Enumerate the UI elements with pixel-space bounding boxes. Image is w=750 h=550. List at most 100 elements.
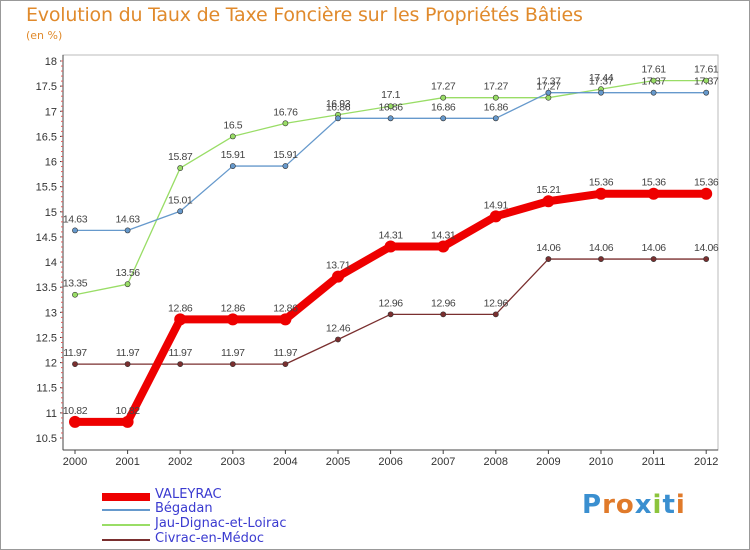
- data-label-b-gadan: 16.86: [378, 101, 403, 113]
- point-b-gadan: [282, 163, 289, 169]
- y-tick-label: 11.5: [36, 383, 57, 395]
- data-label-jau-dignac-et-loirac: 13.56: [115, 267, 140, 279]
- logo-letter: o: [615, 490, 635, 520]
- logo-letter: t: [662, 490, 676, 520]
- point-civrac-en-m-doc: [703, 256, 710, 262]
- data-label-valeyrac: 14.31: [378, 229, 403, 241]
- point-b-gadan: [72, 227, 78, 234]
- logo-letter: i: [675, 490, 686, 520]
- x-tick-label: 2000: [63, 456, 87, 468]
- x-tick-label: 2009: [536, 456, 560, 468]
- data-label-b-gadan: 17.37: [589, 76, 614, 88]
- point-valeyrac: [489, 210, 502, 223]
- point-valeyrac: [384, 240, 397, 253]
- data-label-jau-dignac-et-loirac: 16.5: [223, 119, 242, 131]
- data-label-jau-dignac-et-loirac: 15.87: [168, 151, 193, 163]
- point-jau-dignac-et-loirac: [650, 77, 657, 84]
- point-b-gadan: [545, 89, 552, 96]
- data-label-civrac-en-m-doc: 14.06: [694, 242, 719, 254]
- point-jau-dignac-et-loirac: [124, 281, 131, 288]
- data-label-valeyrac: 14.91: [484, 199, 509, 211]
- data-label-valeyrac: 15.21: [536, 184, 561, 196]
- logo-letter: i: [652, 490, 663, 520]
- data-label-civrac-en-m-doc: 11.97: [63, 347, 87, 359]
- y-tick-label: 15: [45, 207, 57, 219]
- x-tick-label: 2010: [589, 456, 613, 468]
- plot-area: [62, 54, 719, 451]
- data-label-b-gadan: 14.63: [63, 213, 88, 225]
- x-tick-label: 2011: [642, 456, 666, 468]
- point-civrac-en-m-doc: [282, 361, 289, 368]
- point-b-gadan: [387, 115, 394, 122]
- x-tick-label: 2004: [273, 456, 297, 468]
- data-label-civrac-en-m-doc: 12.96: [378, 297, 403, 309]
- point-civrac-en-m-doc: [72, 361, 78, 368]
- y-tick-label: 10.5: [36, 433, 57, 445]
- data-label-jau-dignac-et-loirac: 17.1: [381, 89, 400, 101]
- point-civrac-en-m-doc: [387, 311, 394, 318]
- logo-letter: r: [602, 490, 616, 520]
- data-label-b-gadan: 15.01: [168, 194, 193, 206]
- y-tick-label: 13: [45, 307, 57, 319]
- data-label-b-gadan: 16.86: [484, 101, 509, 113]
- data-label-jau-dignac-et-loirac: 17.61: [641, 64, 666, 76]
- data-label-civrac-en-m-doc: 11.97: [221, 347, 245, 359]
- data-label-jau-dignac-et-loirac: 17.27: [431, 81, 456, 93]
- data-label-b-gadan: 14.63: [115, 213, 140, 225]
- point-b-gadan: [177, 208, 184, 215]
- x-tick-label: 2005: [326, 456, 350, 468]
- point-jau-dignac-et-loirac: [282, 120, 289, 127]
- point-b-gadan: [492, 115, 499, 122]
- data-label-valeyrac: 10.82: [115, 405, 140, 417]
- y-tick-label: 12: [45, 358, 57, 370]
- data-label-civrac-en-m-doc: 14.06: [536, 242, 561, 254]
- data-label-jau-dignac-et-loirac: 16.93: [326, 98, 351, 110]
- data-label-valeyrac: 12.86: [221, 302, 246, 314]
- data-label-jau-dignac-et-loirac: 17.44: [589, 72, 614, 84]
- y-tick-label: 15.5: [36, 182, 57, 194]
- y-tick-label: 17.5: [36, 81, 57, 93]
- point-valeyrac: [647, 187, 660, 200]
- data-label-valeyrac: 15.36: [641, 177, 666, 189]
- x-tick-label: 2012: [694, 456, 718, 468]
- legend-label-jau-dignac: Jau-Dignac-et-Loirac: [155, 516, 287, 531]
- point-civrac-en-m-doc: [177, 361, 184, 368]
- data-label-b-gadan: 16.86: [431, 101, 456, 113]
- data-label-jau-dignac-et-loirac: 17.27: [484, 81, 509, 93]
- y-tick-label: 13.5: [36, 282, 57, 294]
- y-tick-label: 14: [45, 257, 57, 269]
- data-label-b-gadan: 16.86: [326, 101, 351, 113]
- data-label-b-gadan: 15.91: [221, 149, 246, 161]
- point-civrac-en-m-doc: [492, 311, 499, 318]
- proxiti-logo: Proxiti: [582, 490, 686, 520]
- point-b-gadan: [229, 163, 236, 169]
- data-label-valeyrac: 12.86: [273, 302, 298, 314]
- logo-letter: P: [582, 490, 603, 520]
- point-civrac-en-m-doc: [229, 361, 236, 368]
- data-label-valeyrac: 15.36: [694, 177, 719, 189]
- legend-swatch-valeyrac: [102, 493, 150, 501]
- data-label-valeyrac: 15.36: [589, 177, 614, 189]
- point-civrac-en-m-doc: [124, 361, 131, 368]
- data-label-civrac-en-m-doc: 12.96: [484, 297, 509, 309]
- y-tick-label: 11: [46, 408, 57, 420]
- point-valeyrac: [226, 313, 239, 326]
- legend-label-civrac: Civrac-en-Médoc: [155, 531, 265, 546]
- y-tick-label: 17: [45, 106, 57, 118]
- point-valeyrac: [174, 313, 187, 326]
- point-valeyrac: [700, 187, 713, 200]
- data-label-civrac-en-m-doc: 14.06: [641, 242, 666, 254]
- data-label-civrac-en-m-doc: 11.97: [116, 347, 140, 359]
- point-valeyrac: [121, 415, 134, 428]
- point-valeyrac: [595, 187, 607, 200]
- logo-letter: x: [634, 490, 653, 520]
- point-valeyrac: [542, 195, 555, 208]
- data-label-civrac-en-m-doc: 14.06: [589, 242, 614, 254]
- point-civrac-en-m-doc: [440, 311, 447, 318]
- data-label-valeyrac: 10.82: [63, 405, 88, 417]
- chart-title: Evolution du Taux de Taxe Foncière sur l…: [26, 4, 583, 26]
- chart-subtitle: (en %): [26, 29, 63, 42]
- data-label-civrac-en-m-doc: 12.96: [431, 297, 456, 309]
- point-jau-dignac-et-loirac: [229, 133, 236, 140]
- point-civrac-en-m-doc: [598, 256, 604, 262]
